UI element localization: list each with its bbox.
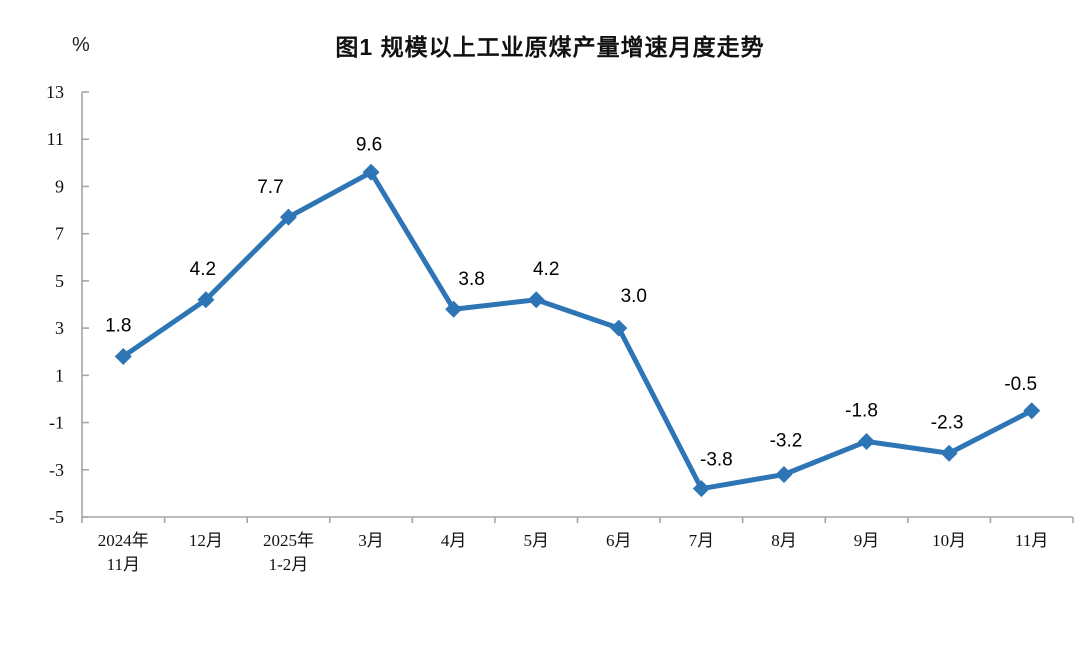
x-axis-label: 1-2月	[269, 555, 309, 574]
x-axis-label: 11月	[107, 555, 140, 574]
y-tick-label: 7	[55, 224, 64, 244]
x-axis-label: 10月	[932, 531, 966, 550]
x-axis-label: 6月	[606, 531, 632, 550]
data-point-marker	[114, 347, 132, 365]
data-label: 7.7	[257, 177, 283, 198]
y-tick-label: 3	[55, 318, 64, 338]
data-point-marker	[858, 432, 876, 450]
x-axis-label: 4月	[441, 531, 467, 550]
data-point-marker	[527, 291, 545, 309]
x-axis-label: 2024年	[98, 531, 149, 550]
data-point-marker	[197, 291, 215, 309]
data-label: -3.8	[700, 450, 733, 471]
y-tick-label: -3	[49, 460, 64, 480]
data-point-marker	[1023, 402, 1041, 420]
x-axis-label: 11月	[1015, 531, 1048, 550]
chart-title: 图1 规模以上工业原煤产量增速月度走势	[335, 34, 765, 60]
data-label: 4.2	[190, 259, 216, 280]
data-label: -0.5	[1004, 374, 1037, 395]
data-point-marker	[940, 444, 958, 462]
y-tick-label: 1	[55, 365, 64, 385]
y-tick-label: 9	[55, 176, 64, 196]
data-label: 3.8	[458, 269, 484, 290]
data-point-marker	[610, 319, 628, 337]
data-point-marker	[775, 466, 793, 483]
data-point-marker	[445, 300, 463, 318]
data-point-marker	[279, 208, 297, 226]
data-label: 4.2	[533, 259, 559, 280]
series-line	[120, 169, 1035, 492]
y-tick-label: 11	[47, 129, 64, 149]
x-axis-label: 12月	[189, 531, 223, 550]
y-axis-unit-label: %	[72, 34, 90, 56]
data-point-marker	[692, 480, 710, 498]
data-label: -2.3	[931, 412, 964, 433]
y-tick-label: -1	[49, 413, 64, 433]
data-label: 9.6	[356, 134, 382, 155]
data-label: -1.8	[845, 400, 878, 421]
data-point-marker	[362, 163, 380, 181]
data-label: 1.8	[105, 315, 131, 336]
x-axis-label: 9月	[854, 531, 880, 550]
data-label: 3.0	[621, 286, 647, 307]
data-label: -3.2	[770, 431, 803, 452]
x-axis-label: 3月	[358, 531, 384, 550]
x-axis-label: 5月	[523, 531, 549, 550]
x-axis-label: 7月	[689, 531, 715, 550]
x-axis-label: 8月	[771, 531, 797, 550]
y-tick-label: -5	[49, 507, 64, 527]
x-axis-label: 2025年	[263, 531, 314, 550]
y-tick-label: 5	[55, 271, 64, 291]
y-tick-label: 13	[46, 82, 64, 102]
